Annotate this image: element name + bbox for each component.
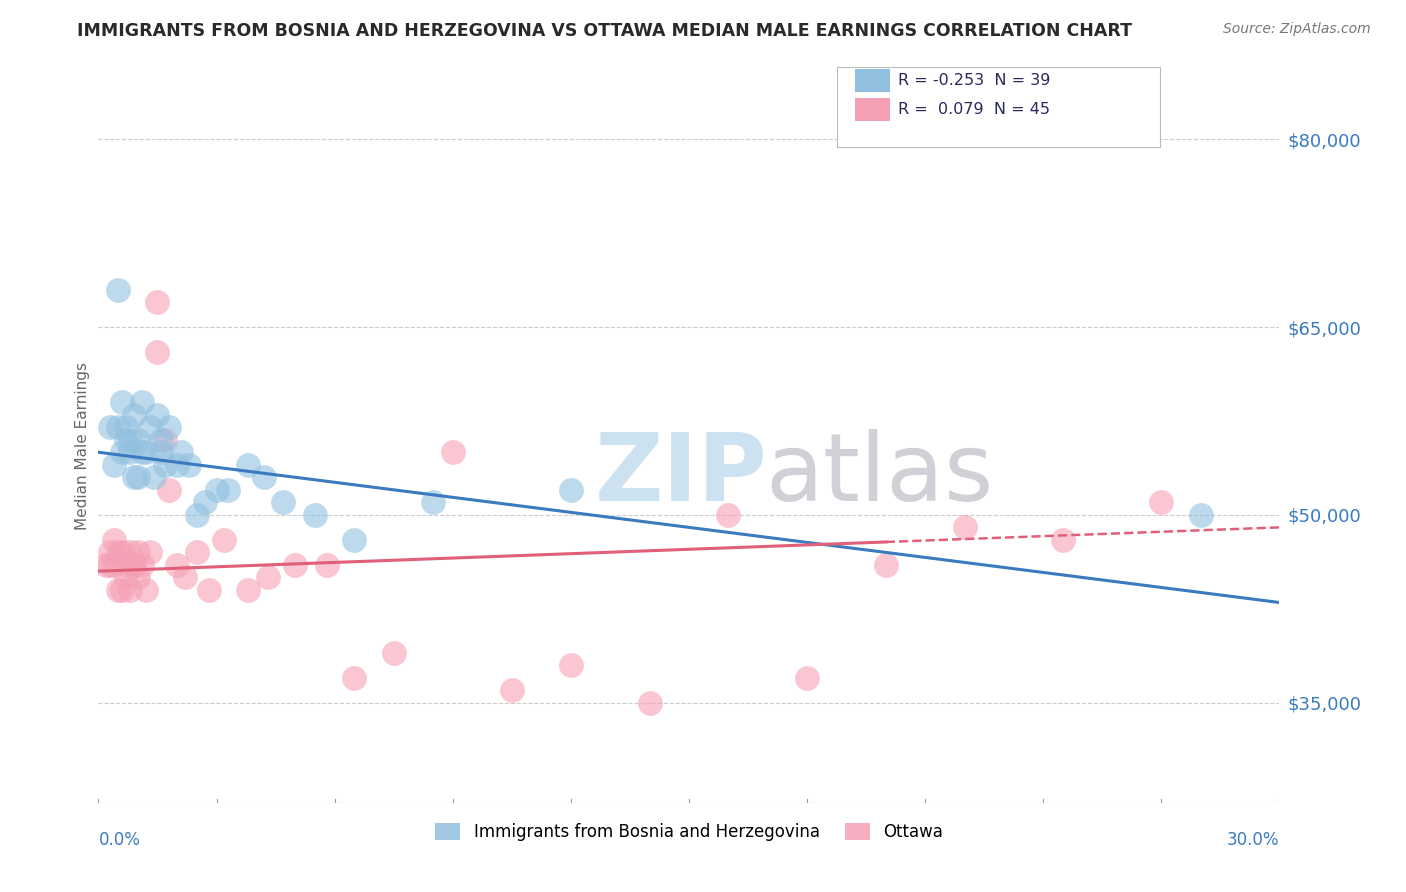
Point — [194, 495, 217, 509]
Point — [953, 520, 976, 534]
Text: IMMIGRANTS FROM BOSNIA AND HERZEGOVINA VS OTTAWA MEDIAN MALE EARNINGS CORRELATIO: IMMIGRANTS FROM BOSNIA AND HERZEGOVINA V… — [77, 22, 1132, 40]
Point — [157, 483, 180, 497]
Point — [236, 458, 259, 472]
Point — [118, 445, 141, 459]
Point — [1052, 533, 1074, 547]
Legend: Immigrants from Bosnia and Herzegovina, Ottawa: Immigrants from Bosnia and Herzegovina, … — [429, 816, 949, 848]
Point — [256, 570, 278, 584]
Point — [98, 420, 121, 434]
Point — [103, 558, 125, 572]
Point — [127, 545, 149, 559]
Point — [111, 545, 134, 559]
Point — [217, 483, 239, 497]
Point — [135, 582, 157, 597]
Point — [111, 582, 134, 597]
Point — [131, 558, 153, 572]
Text: 0.0%: 0.0% — [98, 831, 141, 849]
Point — [107, 283, 129, 297]
Point — [98, 545, 121, 559]
Point — [1189, 508, 1212, 522]
Point — [122, 558, 145, 572]
Point — [107, 545, 129, 559]
Point — [315, 558, 337, 572]
Point — [170, 445, 193, 459]
Point — [103, 458, 125, 472]
Text: R =  0.079  N = 45: R = 0.079 N = 45 — [898, 103, 1050, 117]
Point — [197, 582, 219, 597]
Point — [382, 646, 405, 660]
Point — [131, 395, 153, 409]
Point — [118, 582, 141, 597]
Point — [174, 570, 197, 584]
Text: R = -0.253  N = 39: R = -0.253 N = 39 — [898, 73, 1050, 87]
Point — [214, 533, 236, 547]
Point — [146, 295, 169, 310]
Text: 30.0%: 30.0% — [1227, 831, 1279, 849]
Point — [501, 683, 523, 698]
Point — [186, 508, 208, 522]
Point — [875, 558, 897, 572]
Point — [177, 458, 200, 472]
Point — [284, 558, 307, 572]
Point — [155, 458, 177, 472]
Point — [560, 658, 582, 673]
Point — [131, 445, 153, 459]
Point — [98, 558, 121, 572]
Point — [205, 483, 228, 497]
Point — [343, 533, 366, 547]
Point — [118, 545, 141, 559]
Point — [146, 408, 169, 422]
Point — [273, 495, 295, 509]
Point — [96, 558, 118, 572]
Point — [115, 433, 138, 447]
Point — [304, 508, 326, 522]
Point — [122, 470, 145, 484]
Point — [107, 420, 129, 434]
Text: atlas: atlas — [766, 428, 994, 521]
Point — [717, 508, 740, 522]
Point — [236, 582, 259, 597]
Point — [150, 445, 173, 459]
Point — [103, 533, 125, 547]
Point — [560, 483, 582, 497]
Text: ZIP: ZIP — [595, 428, 768, 521]
Point — [155, 433, 177, 447]
Y-axis label: Median Male Earnings: Median Male Earnings — [75, 362, 90, 530]
Point — [138, 545, 160, 559]
Point — [115, 420, 138, 434]
Point — [186, 545, 208, 559]
Point — [150, 433, 173, 447]
Text: Source: ZipAtlas.com: Source: ZipAtlas.com — [1223, 22, 1371, 37]
Point — [638, 696, 661, 710]
Point — [138, 420, 160, 434]
Point — [127, 433, 149, 447]
Point — [1150, 495, 1173, 509]
Point — [127, 570, 149, 584]
Point — [115, 570, 138, 584]
Point — [157, 420, 180, 434]
Point — [441, 445, 464, 459]
Point — [127, 470, 149, 484]
Point — [146, 345, 169, 359]
Point — [118, 433, 141, 447]
Point — [422, 495, 444, 509]
Point — [253, 470, 276, 484]
Point — [111, 445, 134, 459]
Point — [107, 582, 129, 597]
Point — [111, 395, 134, 409]
Point — [343, 671, 366, 685]
Point — [142, 470, 165, 484]
Point — [796, 671, 818, 685]
Point — [115, 558, 138, 572]
Point — [166, 458, 188, 472]
Point — [122, 408, 145, 422]
Point — [135, 445, 157, 459]
Point — [166, 558, 188, 572]
Point — [122, 558, 145, 572]
